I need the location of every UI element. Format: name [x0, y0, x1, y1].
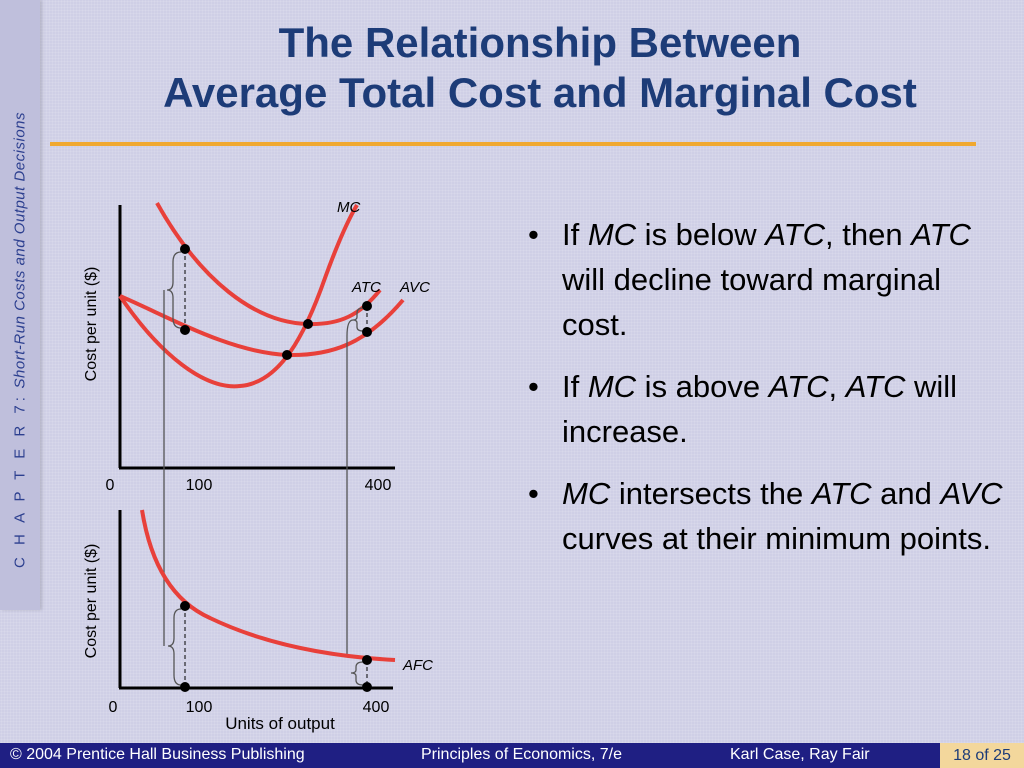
mc-curve — [118, 203, 359, 389]
mc-atc-intersection — [303, 319, 313, 329]
afc-point-400 — [362, 655, 372, 665]
bullet-term: AVC — [940, 476, 1003, 511]
bullet-dot: • — [528, 476, 539, 511]
bottom-y-label: Cost per unit ($) — [83, 544, 100, 659]
bullet-term: ATC — [765, 217, 825, 252]
bullet-dot: • — [528, 217, 539, 252]
bullet-run: will increase. — [562, 369, 958, 449]
title-underline — [50, 142, 976, 146]
top-y-label: Cost per unit ($) — [83, 267, 100, 382]
bottom-bracket-100 — [167, 608, 182, 686]
atc-point-100 — [180, 244, 190, 254]
bullet-term: ATC — [811, 476, 872, 511]
atc-point-400 — [362, 301, 372, 311]
bottom-chart: Cost per unit ($) 0 100 400 Units of out… — [83, 509, 433, 733]
bullet-mc-below-atc: • If MC is below ATC, then ATC will decli… — [520, 212, 1010, 347]
bullet-term: ATC — [768, 369, 829, 404]
footer-authors: Karl Case, Ray Fair — [730, 746, 870, 763]
top-chart: Cost per unit ($) 0 100 400 MC ATC AVC — [83, 199, 430, 494]
bottom-bracket-400 — [350, 661, 364, 686]
bullet-term: ATC — [911, 217, 971, 252]
avc-point-100 — [180, 325, 190, 335]
bullet-mc-intersects: • MC intersects the ATC and AVC curves at… — [520, 471, 1010, 561]
bottom-x-tick-100: 100 — [186, 699, 213, 716]
bullet-run: will decline toward marginal cost. — [562, 262, 942, 342]
bullet-run: is below — [636, 217, 766, 252]
bullet-run: , — [828, 369, 846, 404]
side-band: C H A P T E R 7: Short-Run Costs and Out… — [0, 0, 40, 610]
bullet-run: intersects the — [610, 476, 812, 511]
bullet-term: MC — [587, 369, 637, 404]
mc-avc-intersection — [282, 350, 292, 360]
bullet-run: , then — [825, 217, 912, 252]
bullet-run: is above — [636, 369, 769, 404]
bullet-term: ATC — [845, 369, 906, 404]
atc-curve — [155, 202, 382, 327]
bullet-text: If MC is above ATC, ATC will increase. — [562, 369, 957, 449]
avc-label: AVC — [399, 279, 430, 296]
top-x-tick-0: 0 — [106, 477, 115, 494]
axis-point-100 — [180, 682, 190, 692]
afc-point-100 — [180, 601, 190, 611]
footer-bar: © 2004 Prentice Hall Business Publishing… — [0, 743, 1024, 768]
top-x-tick-100: 100 — [186, 477, 213, 494]
afc-label: AFC — [402, 657, 433, 674]
mc-label: MC — [337, 199, 360, 216]
footer-publisher: © 2004 Prentice Hall Business Publishing — [10, 746, 305, 763]
bullet-list: • If MC is below ATC, then ATC will decli… — [520, 212, 1010, 578]
afc-curve — [140, 509, 396, 662]
bullet-run: and — [871, 476, 941, 511]
bullet-dot: • — [528, 369, 539, 404]
slide-title: The Relationship Between Average Total C… — [60, 18, 1020, 118]
title-line-2: Average Total Cost and Marginal Cost — [163, 69, 917, 116]
bullet-run: If — [562, 217, 588, 252]
bottom-x-tick-400: 400 — [363, 699, 390, 716]
bullet-text: MC intersects the ATC and AVC curves at … — [562, 476, 1003, 556]
bullet-term: MC — [562, 476, 611, 511]
bullet-run: If — [562, 369, 588, 404]
footer-book: Principles of Economics, 7/e — [421, 746, 622, 763]
axis-point-400 — [362, 682, 372, 692]
bullet-run: curves at their minimum points. — [562, 521, 991, 556]
bullet-mc-above-atc: • If MC is above ATC, ATC will increase. — [520, 364, 1010, 454]
bullet-term: MC — [587, 217, 637, 252]
bottom-x-label: Units of output — [225, 714, 335, 733]
top-x-tick-400: 400 — [365, 477, 392, 494]
bottom-x-tick-0: 0 — [109, 699, 118, 716]
avc-point-400 — [362, 327, 372, 337]
title-line-1: The Relationship Between — [278, 19, 802, 66]
page-number: 18 of 25 — [940, 743, 1024, 768]
top-bracket-100 — [166, 251, 182, 329]
connector-400-top-cap — [346, 319, 354, 337]
bullet-text: If MC is below ATC, then ATC will declin… — [562, 217, 971, 342]
atc-label: ATC — [351, 279, 381, 296]
